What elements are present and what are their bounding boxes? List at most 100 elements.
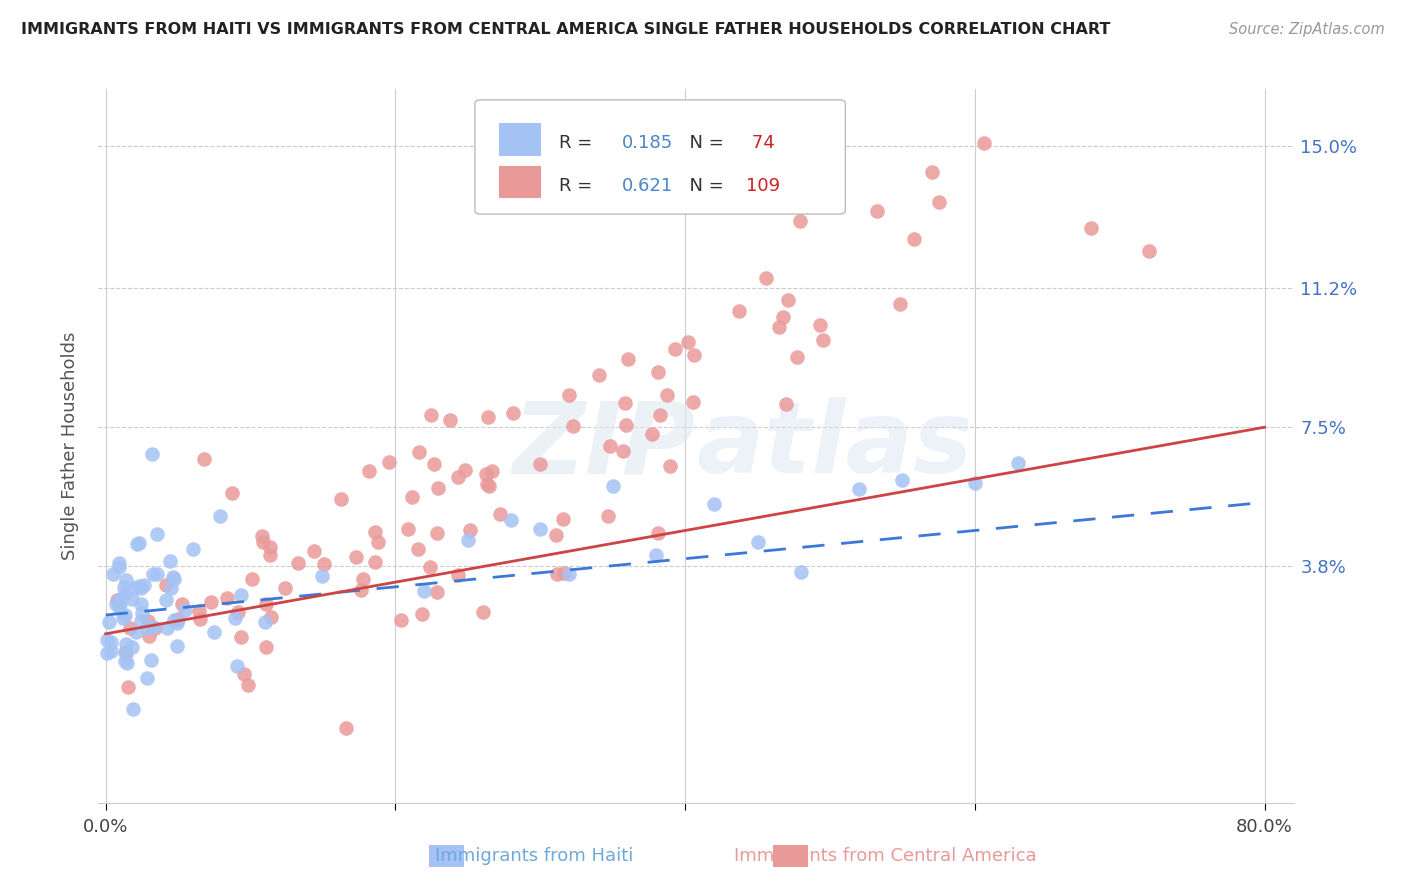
Point xyxy=(457,533,479,548)
Point xyxy=(426,525,449,540)
Point xyxy=(558,567,581,582)
Point xyxy=(602,478,624,492)
Bar xyxy=(499,166,541,198)
Point xyxy=(136,614,159,628)
Point xyxy=(200,595,222,609)
Point xyxy=(544,528,567,542)
Point xyxy=(396,522,419,536)
Point xyxy=(254,640,277,654)
Point xyxy=(775,397,797,411)
Point xyxy=(647,364,669,378)
Point xyxy=(100,634,122,648)
Point xyxy=(259,540,281,554)
Text: 109: 109 xyxy=(747,177,780,194)
Point xyxy=(648,408,671,422)
Point xyxy=(439,412,461,426)
Point xyxy=(183,542,205,557)
Point xyxy=(250,529,273,543)
Point xyxy=(426,585,449,599)
Bar xyxy=(429,845,464,867)
Point xyxy=(208,509,231,524)
Point xyxy=(776,293,799,307)
Point xyxy=(114,645,136,659)
Point xyxy=(115,656,138,670)
Point xyxy=(411,607,433,621)
Point xyxy=(474,467,496,481)
Text: R =: R = xyxy=(558,177,598,194)
Point xyxy=(963,475,986,490)
Text: N =: N = xyxy=(678,134,730,152)
Point xyxy=(128,536,150,550)
Point xyxy=(108,556,131,570)
Point xyxy=(202,624,225,639)
Point xyxy=(501,513,523,527)
Point xyxy=(114,637,136,651)
Point xyxy=(121,592,143,607)
Point xyxy=(105,593,128,607)
Point xyxy=(335,721,357,735)
Point xyxy=(166,639,188,653)
Point xyxy=(728,304,751,318)
Point xyxy=(221,485,243,500)
Point xyxy=(172,598,194,612)
Point xyxy=(789,214,811,228)
Point xyxy=(889,296,911,310)
Point xyxy=(641,426,664,441)
Point xyxy=(588,368,610,383)
Point xyxy=(314,557,336,571)
Point xyxy=(502,406,524,420)
Bar xyxy=(499,123,541,155)
Point xyxy=(259,549,281,563)
Point xyxy=(226,605,249,619)
Point xyxy=(598,508,620,523)
Point xyxy=(162,570,184,584)
Point xyxy=(389,613,412,627)
Point xyxy=(1080,221,1102,235)
Point xyxy=(125,537,148,551)
Point xyxy=(155,578,177,592)
Point xyxy=(114,587,136,601)
Point xyxy=(229,588,252,602)
Point xyxy=(118,621,141,635)
Point xyxy=(683,348,706,362)
Point xyxy=(614,417,637,432)
Point xyxy=(330,491,353,506)
Point xyxy=(558,388,581,402)
Point xyxy=(973,136,995,150)
Point xyxy=(529,522,551,536)
Point xyxy=(138,629,160,643)
Point xyxy=(1137,244,1160,258)
Point xyxy=(156,621,179,635)
Point xyxy=(446,469,468,483)
Point xyxy=(659,458,682,473)
Point xyxy=(97,615,120,629)
Point xyxy=(302,544,325,558)
Point xyxy=(458,524,481,538)
Point xyxy=(676,335,699,350)
Point xyxy=(790,566,813,580)
Point xyxy=(655,388,678,402)
Point xyxy=(553,512,575,526)
Point xyxy=(142,620,165,634)
Point xyxy=(664,342,686,356)
Point xyxy=(232,666,254,681)
Point xyxy=(562,418,585,433)
Point xyxy=(146,567,169,582)
Point xyxy=(786,350,808,364)
Point xyxy=(188,604,211,618)
Point xyxy=(114,573,136,587)
Point xyxy=(866,203,889,218)
Point xyxy=(364,555,387,569)
Point xyxy=(129,582,152,596)
Point xyxy=(419,559,441,574)
Point xyxy=(357,464,380,478)
Point xyxy=(146,527,169,541)
Point xyxy=(488,508,510,522)
Point xyxy=(349,583,371,598)
Point xyxy=(96,646,118,660)
Point xyxy=(129,597,152,611)
Point xyxy=(401,490,423,504)
Point xyxy=(546,566,568,581)
Point xyxy=(422,457,444,471)
FancyBboxPatch shape xyxy=(475,100,845,214)
